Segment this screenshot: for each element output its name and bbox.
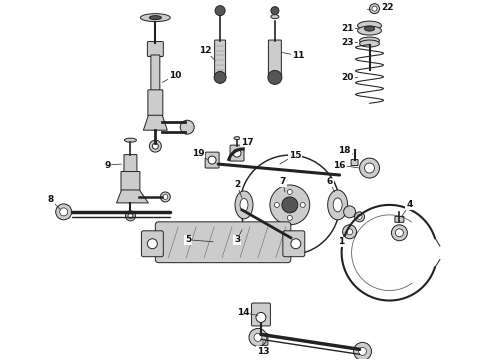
Circle shape: [147, 239, 157, 249]
Circle shape: [214, 71, 226, 84]
FancyBboxPatch shape: [230, 145, 244, 161]
Text: 2: 2: [234, 180, 242, 198]
FancyBboxPatch shape: [155, 222, 291, 263]
Ellipse shape: [235, 191, 253, 219]
Circle shape: [360, 158, 379, 178]
Text: 19: 19: [192, 149, 208, 160]
Text: 17: 17: [240, 138, 253, 147]
Text: 6: 6: [326, 177, 335, 192]
Circle shape: [208, 156, 216, 164]
Circle shape: [125, 211, 135, 221]
Circle shape: [268, 71, 282, 84]
Circle shape: [343, 225, 357, 239]
Ellipse shape: [365, 26, 374, 31]
Ellipse shape: [333, 198, 342, 212]
Ellipse shape: [360, 37, 379, 44]
FancyBboxPatch shape: [121, 171, 140, 190]
Circle shape: [287, 215, 293, 220]
Text: 13: 13: [257, 341, 269, 356]
FancyBboxPatch shape: [283, 231, 305, 257]
Circle shape: [274, 202, 279, 207]
Circle shape: [241, 227, 247, 233]
Circle shape: [237, 223, 251, 237]
Circle shape: [180, 120, 194, 134]
Circle shape: [271, 7, 279, 15]
Circle shape: [287, 189, 293, 194]
Circle shape: [56, 204, 72, 220]
Circle shape: [160, 192, 171, 202]
FancyBboxPatch shape: [147, 41, 163, 57]
Circle shape: [254, 333, 262, 341]
Ellipse shape: [360, 40, 379, 47]
Text: 12: 12: [199, 46, 215, 60]
Ellipse shape: [358, 26, 382, 35]
Ellipse shape: [234, 137, 240, 140]
Text: 8: 8: [48, 195, 61, 210]
Text: 4: 4: [401, 201, 413, 217]
Circle shape: [60, 208, 68, 216]
FancyBboxPatch shape: [395, 216, 404, 222]
Ellipse shape: [328, 190, 347, 220]
Circle shape: [249, 328, 267, 346]
Circle shape: [291, 239, 301, 249]
FancyBboxPatch shape: [142, 231, 163, 257]
FancyBboxPatch shape: [124, 154, 137, 172]
FancyBboxPatch shape: [148, 90, 163, 116]
Ellipse shape: [141, 14, 171, 22]
Text: 15: 15: [280, 150, 301, 164]
Circle shape: [152, 143, 158, 149]
Circle shape: [346, 229, 353, 235]
Circle shape: [270, 185, 310, 225]
Polygon shape: [144, 115, 167, 130]
Polygon shape: [117, 190, 148, 203]
Text: 16: 16: [333, 161, 360, 170]
Text: 14: 14: [237, 308, 258, 317]
Circle shape: [395, 229, 403, 237]
Text: 22: 22: [380, 3, 393, 12]
FancyBboxPatch shape: [205, 152, 219, 168]
Circle shape: [354, 342, 371, 360]
FancyBboxPatch shape: [269, 40, 281, 76]
Text: 3: 3: [234, 230, 242, 244]
Circle shape: [282, 197, 298, 213]
Text: 5: 5: [185, 235, 213, 244]
Circle shape: [300, 202, 305, 207]
Circle shape: [355, 212, 365, 222]
Text: 7: 7: [280, 177, 286, 192]
Text: 20: 20: [342, 73, 358, 82]
FancyBboxPatch shape: [254, 333, 268, 345]
Ellipse shape: [124, 138, 136, 142]
Text: 11: 11: [282, 51, 304, 60]
Circle shape: [233, 149, 241, 157]
Circle shape: [372, 6, 377, 11]
Text: 23: 23: [342, 38, 358, 47]
Circle shape: [365, 163, 374, 173]
FancyBboxPatch shape: [251, 303, 270, 326]
Ellipse shape: [240, 198, 248, 211]
Ellipse shape: [358, 21, 382, 30]
Text: 1: 1: [339, 232, 347, 246]
Text: 21: 21: [342, 24, 358, 33]
Circle shape: [215, 6, 225, 15]
Ellipse shape: [271, 15, 279, 19]
Circle shape: [149, 140, 161, 152]
Text: 10: 10: [162, 71, 181, 82]
Circle shape: [256, 312, 266, 323]
Circle shape: [343, 206, 356, 218]
FancyBboxPatch shape: [215, 40, 225, 76]
FancyBboxPatch shape: [351, 159, 358, 166]
Circle shape: [392, 225, 407, 241]
Circle shape: [369, 4, 379, 14]
FancyBboxPatch shape: [151, 55, 160, 91]
Circle shape: [359, 347, 367, 355]
Text: 18: 18: [339, 145, 353, 154]
Circle shape: [357, 214, 362, 219]
Circle shape: [163, 194, 168, 199]
Circle shape: [128, 213, 133, 219]
Text: 9: 9: [104, 161, 122, 170]
Ellipse shape: [149, 15, 161, 20]
